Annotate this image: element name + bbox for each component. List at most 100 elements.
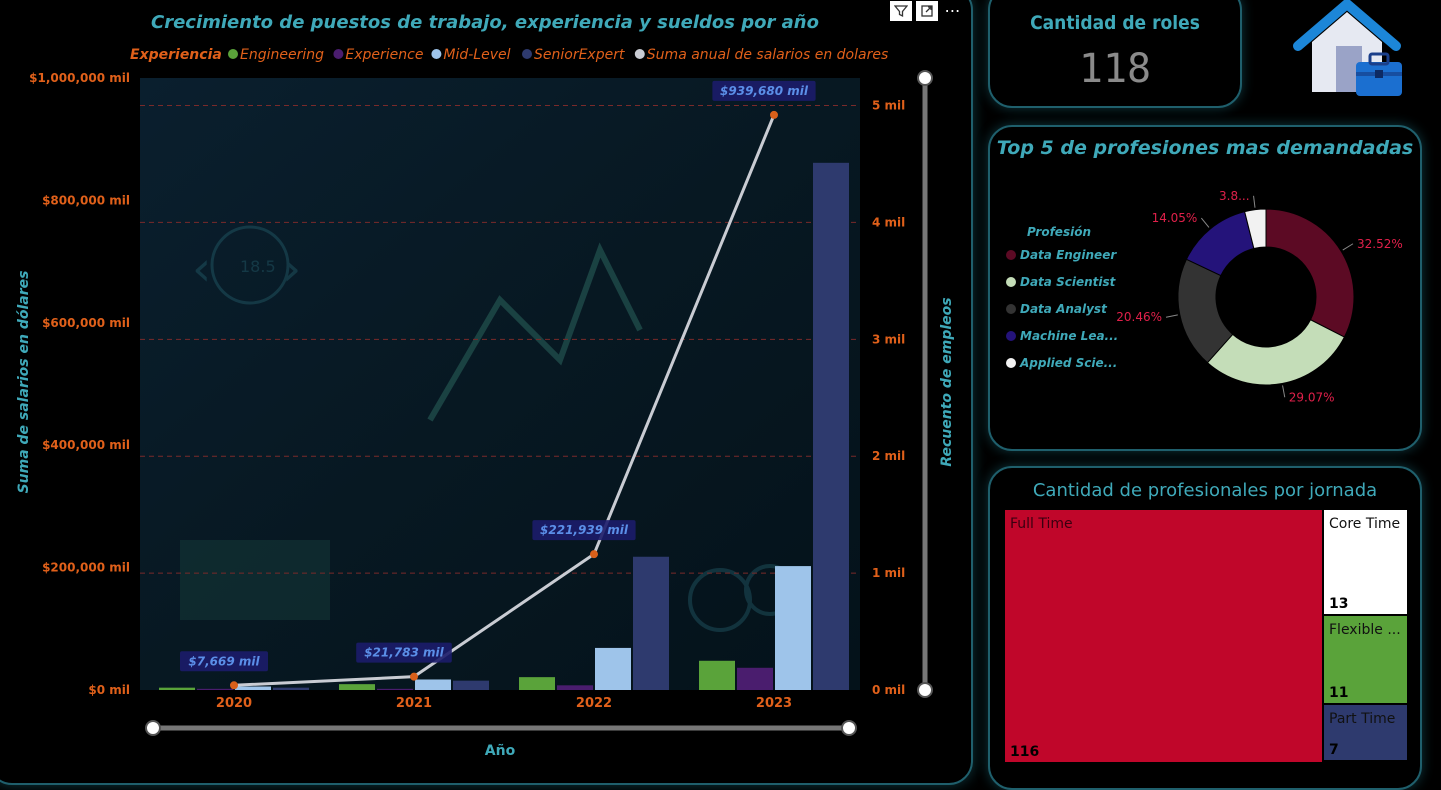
chart-title: Crecimiento de puestos de trabajo, exper… [151,12,819,33]
x-zoom-slider-handle-left[interactable] [145,720,161,736]
roles-card: Cantidad de roles 118 [988,0,1242,108]
y-right-tick-label: 2 mil [872,449,905,463]
y-zoom-slider-handle-top[interactable] [917,70,933,86]
y-right-tick-label: 3 mil [872,332,905,346]
y-axis-right-title: Recuento de empleos [939,297,955,466]
donut-data-label: 32.52% [1357,237,1403,251]
profession-legend-item[interactable]: Data Analyst [1006,302,1107,316]
x-tick-label: 2020 [216,696,252,711]
bar-mid-level-2023[interactable] [775,566,811,690]
bar-experience-2023[interactable] [737,667,773,690]
salary-point[interactable] [590,550,598,559]
legend-item[interactable]: Suma anual de salarios en dolares [647,47,888,63]
legend-dot [1006,250,1016,260]
y-zoom-slider-handle-bottom[interactable] [917,682,933,698]
bar-seniorexpert-2023[interactable] [813,162,849,690]
salary-data-label: $7,669 mil [188,654,260,668]
legend-item[interactable]: Mid-Level [443,47,510,63]
legend-marker [333,49,344,59]
treemap-label: Part Time [1329,711,1396,727]
bar-mid-level-2021[interactable] [415,679,451,690]
salary-line [233,114,776,687]
jornada-title: Cantidad de profesionales por jornada [1032,480,1378,501]
treemap-cell[interactable]: Core Time 13 [1324,510,1407,614]
legend-dot [1006,304,1016,314]
legend-dot [1006,331,1016,341]
top5-title: Top 5 de profesiones mas demandadas [996,137,1414,159]
more-options-icon[interactable]: ⋯ [944,1,962,20]
treemap-value: 7 [1329,742,1339,758]
focus-mode-icon[interactable] [916,1,938,21]
profession-legend-item[interactable]: Data Engineer [1006,248,1116,262]
y-right-tick-label: 4 mil [872,215,905,229]
salary-label-box [712,80,816,101]
profession-donut-chart: 32.52% 29.07% 20.46% 14.05% 3.8... [1116,190,1403,404]
legend-dot [1006,358,1016,368]
legend-item[interactable]: Engineering [240,47,324,63]
y-axis-left-title: Suma de salarios en dólares [16,271,32,494]
salary-line-series: $7,669 mil $21,783 mil $221,939 mil $939,68… [180,80,816,690]
salary-point[interactable] [230,681,238,690]
bar-mid-level-2020[interactable] [235,686,271,690]
legend-label: Applied Scie... [1020,356,1118,370]
profession-legend-title: Profesión [1027,225,1091,239]
bar-seniorexpert-2022[interactable] [633,556,669,690]
roles-count-value: 118 [1078,46,1152,92]
legend-label: Data Engineer [1020,248,1117,262]
salary-point[interactable] [770,110,778,119]
donut-slice-0[interactable] [1265,208,1355,338]
plot-background [140,78,860,690]
bar-engineering-2021[interactable] [339,684,375,690]
legend-item[interactable]: SeniorExpert [534,47,625,63]
profession-legend-item[interactable]: Applied Scie... [1006,356,1117,370]
donut-leader-line [1200,217,1210,228]
donut-slice-4[interactable] [1244,208,1267,250]
left-axis-ticks: $0 mil $200,000 mil $400,000 mil $600,000 m… [29,71,130,697]
profession-legend-item[interactable]: Data Scientist [1006,275,1115,289]
x-tick-label: 2022 [576,696,612,711]
bar-engineering-2023[interactable] [699,660,735,690]
donut-data-label: 3.8... [1219,190,1250,203]
donut-leader-line [1282,385,1286,398]
filter-icon[interactable] [890,1,912,21]
legend-marker [522,49,532,59]
donut-data-label: 29.07% [1289,390,1335,404]
donut-leader-line [1342,243,1354,251]
treemap-cell[interactable]: Flexible ... 11 [1324,616,1407,703]
y-right-tick-label: 0 mil [872,683,905,697]
bar-experience-2020[interactable] [197,688,233,690]
x-axis-ticks: 2020 2021 2022 2023 [216,696,792,711]
bar-mid-level-2022[interactable] [595,647,631,690]
bar-seniorexpert-2020[interactable] [273,687,309,690]
bar-seniorexpert-2021[interactable] [453,680,489,690]
svg-text:‹: ‹ [192,241,211,297]
salary-point[interactable] [410,672,418,681]
bar-engineering-2020[interactable] [159,687,195,690]
bar-experience-2021[interactable] [377,688,413,690]
treemap-value: 13 [1329,596,1349,612]
legend-marker [228,49,238,59]
legend-dot [1006,277,1016,287]
donut-slice-1[interactable] [1206,319,1346,386]
legend-marker [634,49,645,59]
y-left-tick-label: $0 mil [88,683,130,697]
bar-experience-2022[interactable] [557,685,593,690]
treemap-value: 11 [1329,685,1349,701]
legend-title: Experiencia [130,47,222,63]
profession-legend-item[interactable]: Machine Lea... [1006,329,1118,343]
salary-data-label: $21,783 mil [364,646,444,660]
salary-label-box [356,642,452,663]
treemap-cell[interactable]: Full Time 116 [1005,510,1322,762]
x-zoom-slider-handle-right[interactable] [841,720,857,736]
salary-data-label: $221,939 mil [540,523,629,537]
legend-item[interactable]: Experience [345,47,423,63]
y-right-tick-label: 1 mil [872,566,905,580]
bar-engineering-2022[interactable] [519,677,555,690]
treemap-label: Core Time [1329,516,1401,532]
background-decoration: 18.5 ‹ › [180,225,796,632]
treemap-cell[interactable]: Part Time 7 [1324,705,1407,760]
donut-data-label: 14.05% [1152,211,1198,225]
legend-marker [431,49,442,59]
treemap-label: Flexible ... [1329,622,1401,638]
salary-label-box [532,520,636,541]
